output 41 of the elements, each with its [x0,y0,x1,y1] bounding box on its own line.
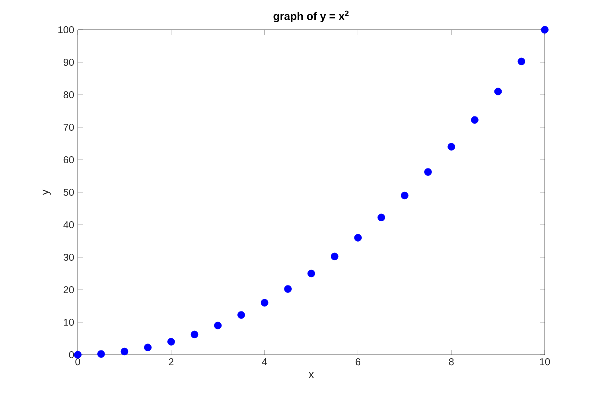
point [471,116,479,124]
chart-title: graph of y = x$^{2}$ [274,10,349,23]
point [190,330,199,338]
x-tick-label: 0 [76,358,80,366]
y-tick-label: 60 [64,156,74,164]
point [98,350,106,358]
y-tick-label: 80 [64,91,74,99]
point [331,252,339,260]
y-tick-label: 40 [64,221,74,229]
x-tick-label: 8 [449,358,454,366]
point [261,299,269,307]
point [168,338,176,346]
y-tick-label: 10 [64,318,74,326]
y-tick-label: 20 [64,286,74,294]
x-tick-label: 2 [169,358,174,366]
point [401,192,409,200]
point [144,344,152,352]
point [494,88,502,96]
y-tick-label: 100 [58,26,74,34]
y-tick-label: 30 [64,254,74,262]
point [214,322,222,330]
x-tick-label: 6 [356,358,361,366]
point [448,143,456,151]
point [74,351,82,359]
y-tick-label: 0 [69,351,74,359]
y-tick-label: 70 [64,124,74,132]
point [518,58,526,66]
x-tick-label: 4 [262,358,268,366]
y-tick-label: 90 [64,58,74,66]
point [284,285,292,293]
point [354,234,362,242]
point [308,270,316,278]
point [541,26,549,34]
x-tick-label: 10 [540,358,550,366]
y-axis-title: y [42,190,52,196]
point [378,214,386,222]
y-tick-label: 50 [64,188,74,196]
point [238,311,246,319]
x-axis-title: x [308,372,314,378]
point [424,168,432,176]
point [120,348,129,356]
